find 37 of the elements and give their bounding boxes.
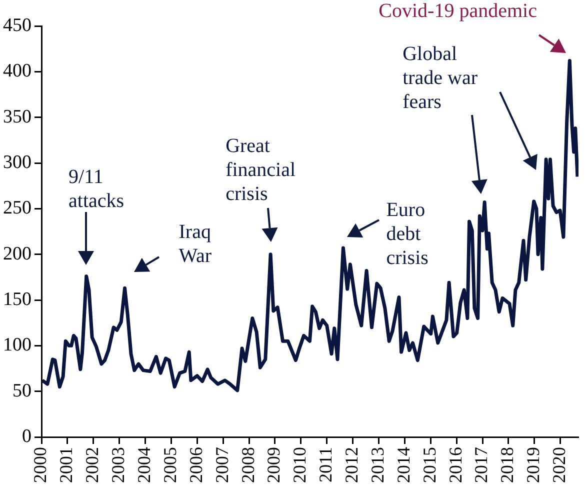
y-tick-label: 400 (3, 60, 32, 82)
x-tick-label: 2017 (471, 447, 492, 483)
y-tick-label: 250 (3, 198, 32, 219)
x-tick-label: 2004 (134, 447, 154, 483)
annotation: Great financial crisis (226, 134, 297, 206)
annotation: 9/11 attacks (68, 165, 126, 214)
x-tick-label: 2020 (549, 447, 570, 483)
y-tick-label: 100 (3, 334, 32, 356)
x-tick-label: 2005 (160, 447, 180, 483)
x-tick-label: 2001 (56, 447, 76, 483)
x-tick-label: 2018 (497, 447, 518, 483)
y-tick-label: 0 (22, 426, 32, 447)
x-tick-label: 2007 (212, 447, 232, 483)
y-tick-label: 150 (3, 288, 32, 310)
x-tick-label: 2013 (367, 447, 388, 483)
x-tick-label: 2019 (523, 447, 544, 483)
x-tick-label: 2000 (30, 447, 50, 483)
x-tick-label: 2016 (445, 447, 466, 483)
x-tick-label: 2002 (82, 447, 102, 483)
x-tick-label: 2009 (264, 447, 284, 483)
x-tick-label: 2014 (393, 447, 414, 483)
x-tick-label: 2008 (238, 447, 258, 483)
y-tick-label: 300 (3, 152, 32, 173)
y-tick-label: 200 (3, 243, 32, 264)
annotation: Iraq War (178, 220, 213, 268)
annotation: Global trade war fears (402, 42, 479, 114)
x-tick-label: 2003 (108, 447, 128, 483)
x-tick-label: 2010 (290, 447, 310, 483)
y-tick-label: 350 (3, 106, 32, 128)
annotation: Euro debt crisis (386, 198, 430, 270)
annotation: Covid-19 pandemic (378, 0, 538, 23)
y-tick-label: 50 (12, 380, 32, 402)
x-tick-label: 2012 (342, 447, 362, 483)
x-tick-label: 2015 (419, 447, 440, 483)
y-tick-label: 450 (3, 14, 32, 36)
x-tick-label: 2006 (186, 447, 206, 483)
x-tick-label: 2011 (316, 447, 336, 482)
